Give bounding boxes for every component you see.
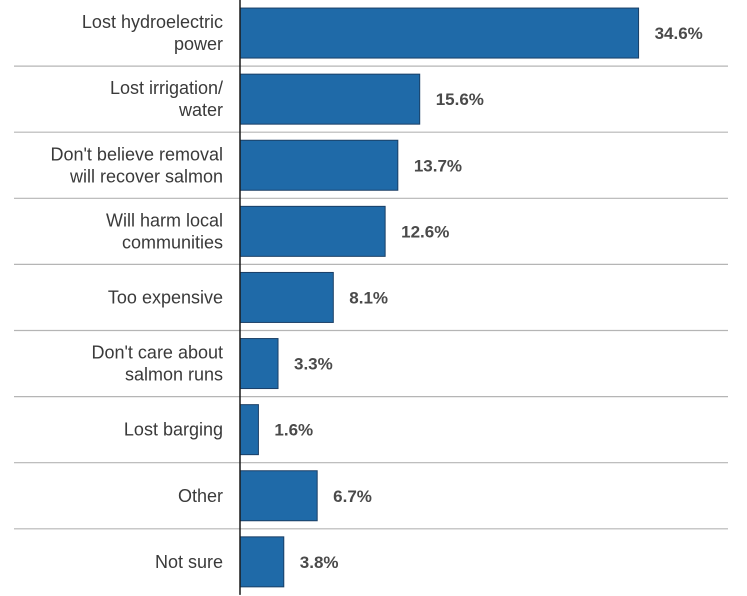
category-label: power [174,34,223,54]
category-label: salmon runs [125,365,223,385]
category-label: Not sure [155,552,223,572]
bar [239,7,640,59]
category-label: Other [178,486,223,506]
bar [239,404,259,456]
value-label: 13.7% [414,156,462,175]
value-label: 1.6% [274,421,313,440]
category-label: Don't care about [91,343,223,363]
bar [239,271,334,323]
bar [239,470,318,522]
category-label: Lost irrigation/ [110,78,223,98]
value-label: 34.6% [655,24,703,43]
category-label: Lost barging [124,420,223,440]
category-label: water [178,100,223,120]
value-label: 8.1% [349,288,388,307]
bar [239,536,285,588]
category-label: will recover salmon [69,166,223,186]
category-label: Too expensive [108,287,223,307]
bar [239,139,399,191]
category-label: Don't believe removal [50,144,223,164]
bar [239,73,421,125]
bar [239,338,279,390]
category-label: Lost hydroelectric [82,12,223,32]
value-label: 6.7% [333,487,372,506]
value-label: 3.3% [294,355,333,374]
value-label: 15.6% [436,90,484,109]
bar [239,205,386,257]
value-label: 12.6% [401,222,449,241]
category-label: Will harm local [106,210,223,230]
category-label: communities [122,232,223,252]
value-label: 3.8% [300,553,339,572]
